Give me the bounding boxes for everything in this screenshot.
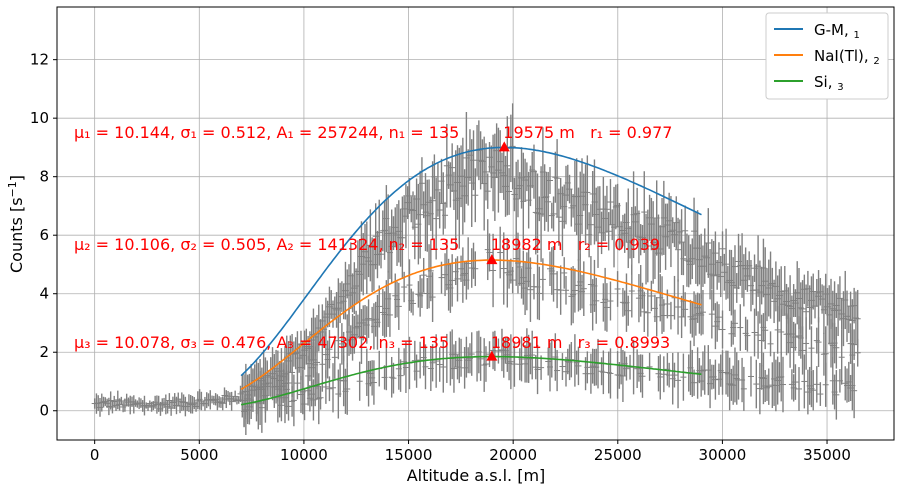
y-tick-label: 2 [39,343,49,361]
legend: G-M, 1 NaI(Tl), 2 Si, 3 [765,12,889,100]
peak-annotation-1: 19575 m r₁ = 0.977 [503,123,672,142]
fit-annotation-3: μ₃ = 10.078, σ₃ = 0.476, A₃ = 47302, n₃ … [74,333,449,352]
y-tick-label: 6 [39,226,49,244]
peak-markers [486,141,510,361]
y-tick-label: 8 [39,168,49,186]
fit-curve-2 [240,259,702,390]
y-axis: 0 2 4 6 8 10 12 [30,51,57,420]
x-tick-label: 20000 [489,446,537,464]
fit-annotation-1: μ₁ = 10.144, σ₁ = 0.512, A₁ = 257244, n₁… [74,123,459,142]
legend-label-1: G-M, 1 [814,21,860,41]
peak-annotation-3: 18981 m r₃ = 0.8993 [491,333,670,352]
legend-label-3: Si, 3 [814,73,844,93]
measurement-points [91,103,861,436]
peak-marker-2 [486,254,498,265]
y-axis-label: Counts [s−1] [6,175,26,273]
plot-background [57,7,894,440]
fit-curve-3 [240,355,702,406]
x-axis-label: Altitude a.s.l. [m] [407,466,546,485]
y-tick-label: 0 [39,402,49,420]
legend-label-2: NaI(Tl), 2 [814,47,880,67]
y-tick-label: 4 [39,285,49,303]
legend-box [765,12,889,100]
plot-frame [56,6,895,441]
y-tick-label: 12 [30,51,49,69]
fit-curve-1 [240,146,702,377]
fit-curves [240,146,702,406]
peak-marker-1 [498,141,510,152]
x-axis: 0 5000 10000 15000 20000 25000 30000 35000 [90,440,851,464]
x-tick-label: 5000 [180,446,218,464]
fit-annotation-2: μ₂ = 10.106, σ₂ = 0.505, A₂ = 141324, n₂… [74,235,459,254]
peak-marker-3 [486,350,498,361]
peak-annotation-2: 18982 m r₂ = 0.939 [491,235,660,254]
annotations: μ₁ = 10.144, σ₁ = 0.512, A₁ = 257244, n₁… [74,123,672,352]
x-tick-label: 35000 [803,446,851,464]
y-tick-label: 10 [30,109,49,127]
x-tick-label: 15000 [385,446,433,464]
x-tick-label: 10000 [280,446,328,464]
x-tick-label: 30000 [699,446,747,464]
x-tick-label: 0 [90,446,100,464]
x-tick-label: 25000 [594,446,642,464]
